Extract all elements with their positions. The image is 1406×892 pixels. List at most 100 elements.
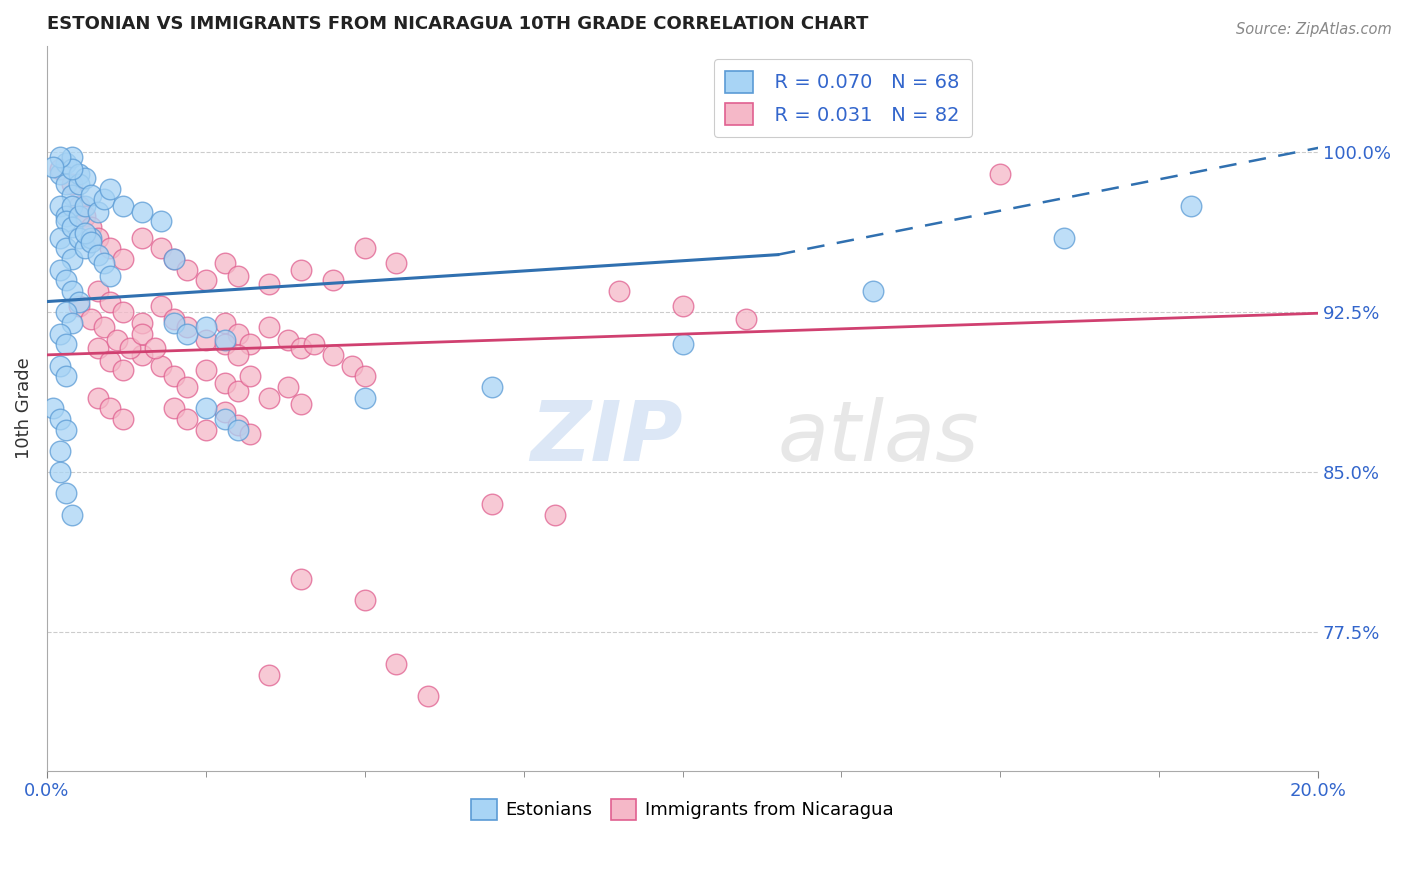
Point <box>42 401 65 416</box>
Point <box>93 320 115 334</box>
Point <box>194 423 217 437</box>
Legend: Estonians, Immigrants from Nicaragua: Estonians, Immigrants from Nicaragua <box>464 791 901 827</box>
Point <box>87 342 110 356</box>
Point <box>48 465 70 479</box>
Text: ESTONIAN VS IMMIGRANTS FROM NICARAGUA 10TH GRADE CORRELATION CHART: ESTONIAN VS IMMIGRANTS FROM NICARAGUA 10… <box>46 15 869 33</box>
Point <box>48 150 70 164</box>
Text: Source: ZipAtlas.com: Source: ZipAtlas.com <box>1236 22 1392 37</box>
Point <box>48 359 70 373</box>
Point <box>143 342 166 356</box>
Point <box>150 359 173 373</box>
Point <box>176 380 198 394</box>
Point <box>353 369 375 384</box>
Point <box>988 167 1011 181</box>
Point <box>150 299 173 313</box>
Point <box>607 284 630 298</box>
Point <box>55 423 77 437</box>
Point <box>100 294 122 309</box>
Point <box>322 273 344 287</box>
Point <box>87 284 110 298</box>
Point <box>418 689 440 703</box>
Point <box>353 241 375 255</box>
Point <box>385 256 408 270</box>
Point <box>353 391 375 405</box>
Point <box>80 219 103 234</box>
Point <box>150 241 173 255</box>
Point <box>48 326 70 341</box>
Point <box>93 192 115 206</box>
Point <box>100 241 122 255</box>
Point <box>735 311 758 326</box>
Point <box>1053 230 1076 244</box>
Point <box>226 348 249 362</box>
Point <box>176 262 198 277</box>
Point <box>163 252 186 266</box>
Point <box>176 412 198 426</box>
Point <box>131 205 153 219</box>
Point <box>163 316 186 330</box>
Point <box>42 160 65 174</box>
Point <box>80 235 103 249</box>
Point <box>259 320 281 334</box>
Point <box>55 156 77 170</box>
Point <box>163 311 186 326</box>
Point <box>80 230 103 244</box>
Point <box>277 380 299 394</box>
Point <box>671 299 693 313</box>
Point <box>100 181 122 195</box>
Point <box>214 256 236 270</box>
Point <box>340 359 363 373</box>
Point <box>67 167 90 181</box>
Point <box>100 401 122 416</box>
Point <box>87 230 110 244</box>
Point <box>385 657 408 671</box>
Point <box>48 230 70 244</box>
Point <box>131 326 153 341</box>
Point <box>55 273 77 287</box>
Point <box>55 337 77 351</box>
Point <box>48 262 70 277</box>
Point <box>87 247 110 261</box>
Point <box>60 188 83 202</box>
Point <box>60 508 83 522</box>
Point <box>239 426 262 441</box>
Point <box>259 667 281 681</box>
Point <box>100 268 122 283</box>
Point <box>118 342 141 356</box>
Point <box>60 219 83 234</box>
Point <box>73 227 96 241</box>
Point <box>353 593 375 607</box>
Point <box>214 333 236 347</box>
Point <box>73 198 96 212</box>
Point <box>112 363 135 377</box>
Point <box>55 369 77 384</box>
Point <box>239 337 262 351</box>
Point <box>131 230 153 244</box>
Point <box>60 284 83 298</box>
Point <box>67 178 90 192</box>
Point <box>55 213 77 227</box>
Point <box>48 443 70 458</box>
Point <box>112 305 135 319</box>
Point <box>73 170 96 185</box>
Point <box>259 277 281 292</box>
Point <box>290 572 312 586</box>
Point <box>226 384 249 398</box>
Point <box>67 209 90 223</box>
Y-axis label: 10th Grade: 10th Grade <box>15 358 32 459</box>
Point <box>163 252 186 266</box>
Point <box>67 299 90 313</box>
Point <box>131 316 153 330</box>
Point <box>214 316 236 330</box>
Point <box>290 262 312 277</box>
Point <box>290 342 312 356</box>
Point <box>481 380 503 394</box>
Text: ZIP: ZIP <box>530 397 682 478</box>
Point <box>322 348 344 362</box>
Point <box>544 508 567 522</box>
Point <box>239 369 262 384</box>
Point <box>302 337 325 351</box>
Point <box>93 256 115 270</box>
Point <box>67 198 90 212</box>
Point <box>194 320 217 334</box>
